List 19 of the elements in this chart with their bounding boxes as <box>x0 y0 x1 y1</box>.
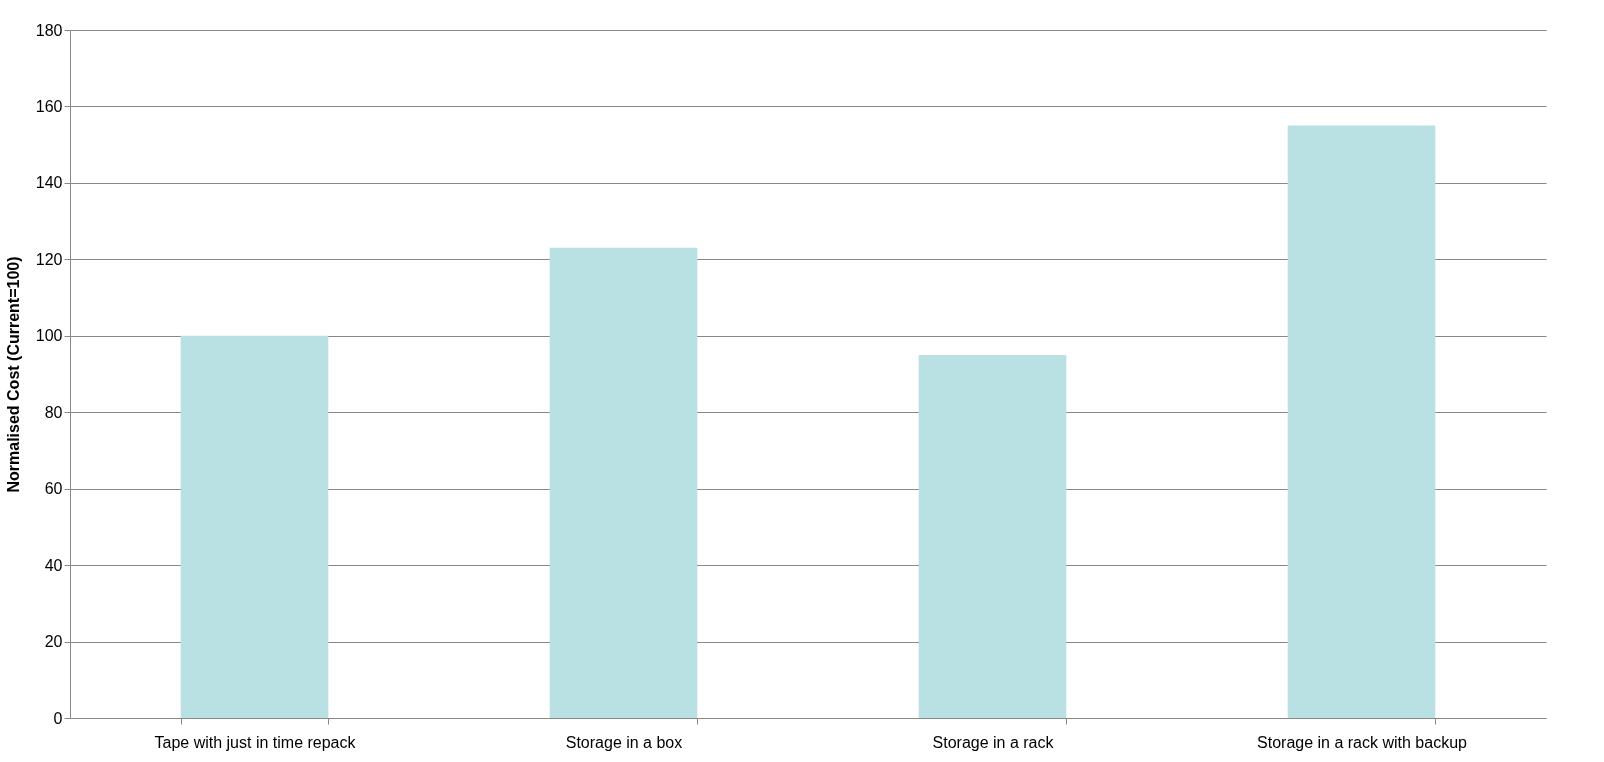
bar <box>1287 125 1436 718</box>
y-tick-label: 140 <box>35 174 63 192</box>
y-tick-label: 100 <box>35 327 63 345</box>
y-tick-label: 120 <box>35 250 63 268</box>
x-tick-label: Storage in a rack with backup <box>1257 733 1468 751</box>
bar <box>918 354 1067 718</box>
x-tick-label: Tape with just in time repack <box>154 733 357 751</box>
y-tick-label: 0 <box>53 709 63 727</box>
y-tick-label: 80 <box>44 403 63 421</box>
y-tick-label: 180 <box>35 21 63 39</box>
y-tick-label: 160 <box>35 97 63 115</box>
y-axis-title: Normalised Cost (Current=100) <box>4 256 22 493</box>
bar <box>180 335 329 718</box>
bar <box>549 247 698 718</box>
x-tick-label: Storage in a box <box>565 733 683 751</box>
y-tick-label: 20 <box>44 633 63 651</box>
x-tick-label: Storage in a rack <box>932 733 1055 751</box>
y-tick-label: 60 <box>44 480 63 498</box>
y-tick-label: 40 <box>44 556 63 574</box>
